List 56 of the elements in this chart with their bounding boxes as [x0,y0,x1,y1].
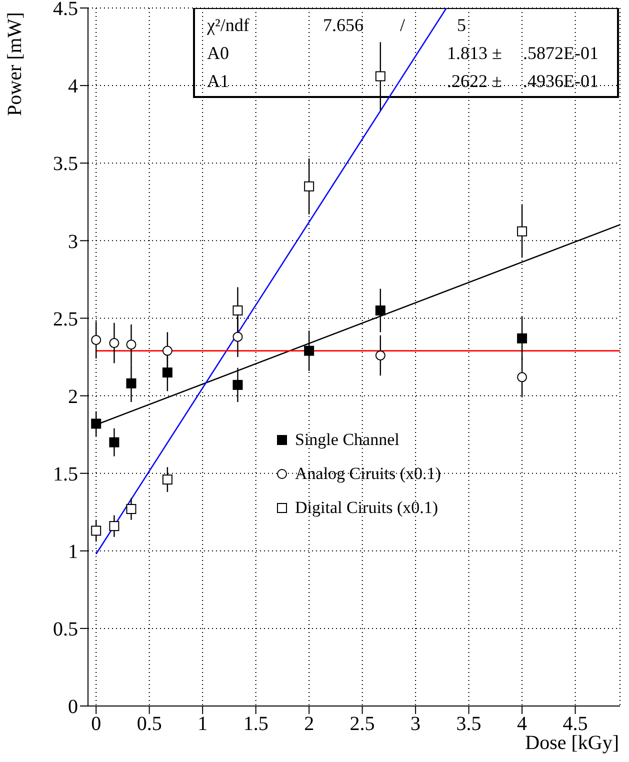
point [126,378,136,388]
point [232,380,243,390]
point [232,305,243,316]
x-tick-label: 3.5 [456,713,482,736]
annotation: A1 [207,71,229,92]
y-tick-label: 2 [68,386,78,408]
point [109,437,120,448]
point [91,526,102,536]
x-tick-label: 1.5 [243,713,268,736]
point [162,346,172,356]
point [304,181,314,192]
y-tick-label: 3.5 [53,153,78,176]
y-axis-title: Power [mW] [4,12,27,116]
point [126,504,136,514]
annotation: 7.656 [323,15,364,36]
annotation: χ²/ndf [207,15,250,36]
x-tick-label: 1 [198,713,208,736]
annotation: .4936E-01 [523,71,598,92]
annotation: 1.813 ± [447,43,502,64]
legend-label: Single Channel [295,430,400,450]
legend-label: Analog Ciruits (x0.1) [295,464,441,484]
point [162,368,172,378]
point [375,305,386,316]
x-tick-label: 2 [304,713,314,736]
y-tick-label: 1.5 [53,463,78,486]
point [517,226,528,236]
point [91,334,102,345]
point [517,372,528,382]
point [375,350,386,360]
point [109,338,120,348]
annotation: .2622 ± [447,71,502,92]
y-tick-label: 3 [68,230,78,253]
x-tick-label: 3 [410,713,421,736]
x-tick-label: 4 [517,713,528,736]
y-tick-label: 0.5 [53,618,78,641]
x-tick-label: 0 [91,713,102,736]
y-tick-label: 2.5 [53,308,78,330]
y-tick-label: 4 [68,76,78,98]
x-tick-label: 0.5 [136,713,162,736]
point [375,71,386,82]
point [517,333,528,344]
legend-label: Digital Ciruits (x0.1) [295,498,438,518]
point [126,340,136,350]
y-tick-label: 4.5 [53,0,78,20]
point [304,346,314,356]
point [232,332,243,342]
y-tick-label: 0 [68,696,78,718]
annotation: .5872E-01 [523,43,598,64]
annotation: / [400,15,406,36]
y-tick-label: 1 [68,540,78,563]
point [162,474,172,485]
annotation: 5 [457,15,466,36]
point [91,418,102,429]
x-tick-label: 2.5 [350,713,375,736]
annotation: A0 [207,43,229,64]
point [109,521,120,532]
